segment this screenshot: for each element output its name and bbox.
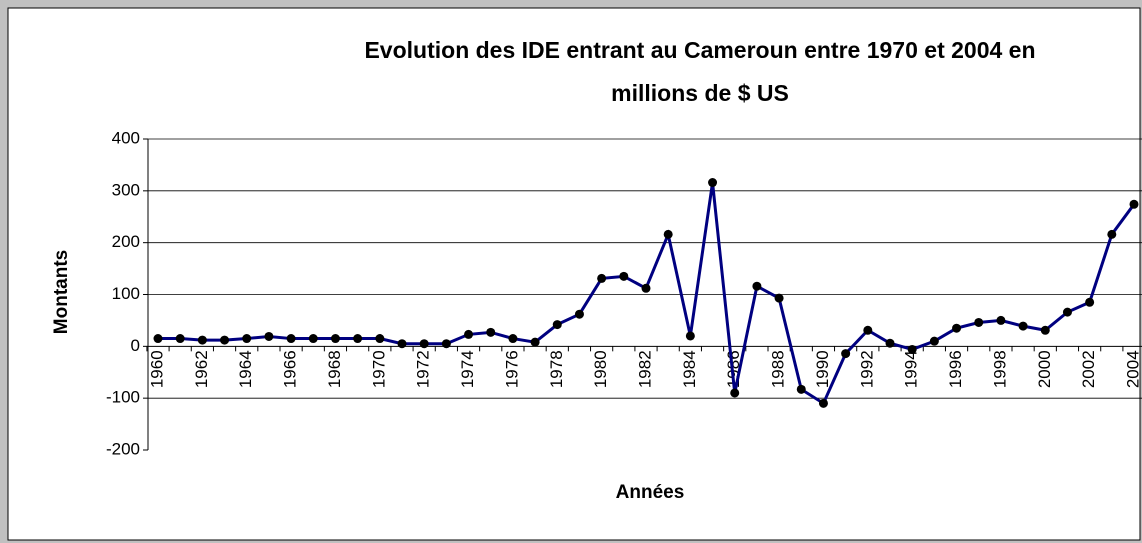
marker	[220, 335, 230, 345]
marker	[486, 327, 496, 337]
x-tick-label: 1962	[192, 350, 211, 388]
x-tick-label: 1960	[147, 350, 166, 388]
x-tick-label: 1980	[591, 350, 610, 388]
marker	[353, 334, 363, 344]
marker	[641, 283, 651, 293]
x-tick-label: 1964	[236, 350, 255, 388]
marker	[796, 384, 806, 394]
marker	[197, 335, 207, 345]
marker	[175, 334, 185, 344]
y-tick-label: -200	[106, 439, 140, 458]
x-tick-label: 1970	[369, 350, 388, 388]
marker	[330, 334, 340, 344]
marker	[530, 337, 540, 347]
marker	[996, 315, 1006, 325]
marker	[286, 334, 296, 344]
chart-title: millions de $ US	[611, 80, 789, 106]
x-tick-label: 1994	[902, 350, 921, 388]
y-tick-label: 0	[131, 336, 140, 355]
marker	[441, 339, 451, 349]
marker	[774, 293, 784, 303]
x-tick-label: 1988	[769, 350, 788, 388]
marker	[752, 281, 762, 291]
x-tick-label: 2000	[1035, 350, 1054, 388]
x-tick-label: 1998	[990, 350, 1009, 388]
x-tick-label: 2002	[1079, 350, 1098, 388]
marker	[663, 229, 673, 239]
marker	[1107, 229, 1117, 239]
x-tick-label: 1966	[281, 350, 300, 388]
marker	[242, 334, 252, 344]
y-tick-label: 100	[112, 284, 140, 303]
x-tick-label: 1978	[547, 350, 566, 388]
marker	[264, 331, 274, 341]
marker	[153, 334, 163, 344]
marker	[397, 339, 407, 349]
x-tick-label: 1990	[813, 350, 832, 388]
marker	[574, 309, 584, 319]
marker	[1062, 307, 1072, 317]
marker	[1085, 297, 1095, 307]
chart-title: Evolution des IDE entrant au Cameroun en…	[364, 37, 1035, 63]
marker	[1018, 321, 1028, 331]
marker	[952, 323, 962, 333]
marker	[597, 273, 607, 283]
x-tick-label: 1992	[857, 350, 876, 388]
marker	[730, 388, 740, 398]
marker	[685, 331, 695, 341]
marker	[464, 329, 474, 339]
marker	[818, 398, 828, 408]
marker	[1129, 199, 1139, 209]
x-axis-title: Années	[616, 482, 685, 503]
marker	[841, 349, 851, 359]
y-axis-title: Montants	[51, 250, 72, 334]
x-tick-label: 1984	[680, 350, 699, 388]
marker	[974, 317, 984, 327]
marker	[708, 178, 718, 188]
x-tick-label: 1974	[458, 350, 477, 388]
marker	[419, 339, 429, 349]
x-tick-label: 1982	[635, 350, 654, 388]
marker	[508, 334, 518, 344]
y-tick-label: 400	[112, 128, 140, 147]
x-tick-label: 1996	[946, 350, 965, 388]
y-tick-label: -100	[106, 388, 140, 407]
marker	[375, 334, 385, 344]
marker	[1040, 325, 1050, 335]
x-tick-label: 1976	[502, 350, 521, 388]
marker	[863, 325, 873, 335]
marker	[929, 336, 939, 346]
y-tick-label: 200	[112, 232, 140, 251]
marker	[308, 334, 318, 344]
x-tick-label: 1968	[325, 350, 344, 388]
marker	[619, 271, 629, 281]
marker	[552, 320, 562, 330]
x-tick-label: 2004	[1123, 350, 1142, 388]
marker	[885, 338, 895, 348]
marker	[907, 344, 917, 354]
x-tick-label: 1972	[414, 350, 433, 388]
chart-panel	[7, 7, 1141, 541]
y-tick-label: 300	[112, 180, 140, 199]
